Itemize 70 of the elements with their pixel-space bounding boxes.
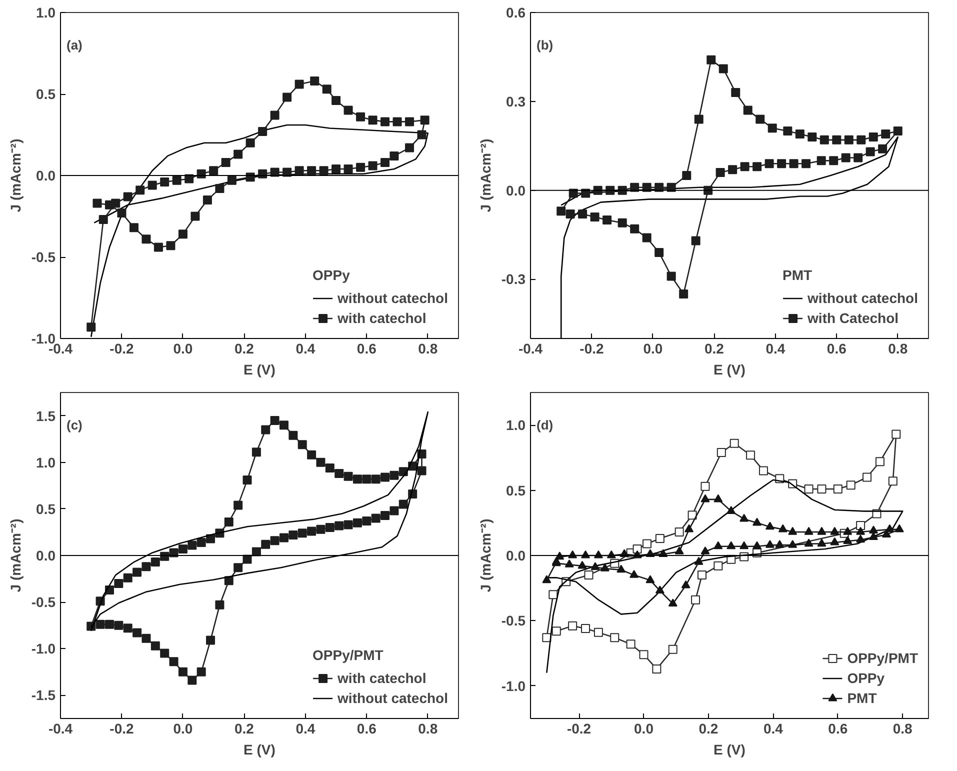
y-tick-label: 0.6 bbox=[506, 4, 526, 20]
y-tick-label: 0.3 bbox=[506, 93, 526, 110]
y-tick-label: 0.0 bbox=[36, 548, 56, 564]
x-axis-title: E (V) bbox=[244, 362, 276, 378]
y-tick-label: 0.5 bbox=[506, 482, 526, 498]
x-tick-label: 0.6 bbox=[356, 340, 377, 356]
x-tick-label: 0.4 bbox=[296, 720, 316, 736]
x-axis-title: E (V) bbox=[714, 742, 746, 758]
x-tick-label: 0.4 bbox=[296, 340, 316, 356]
x-tick-label: 0.4 bbox=[763, 720, 784, 736]
x-axis-title: E (V) bbox=[244, 742, 276, 758]
x-tick-label: 0.0 bbox=[173, 340, 193, 356]
y-axis-title: J (mAcm⁻²) bbox=[7, 138, 24, 212]
legend-label: with Catechol bbox=[808, 310, 899, 326]
x-axis-title: E (V) bbox=[714, 362, 746, 378]
x-tick-label: -0.4 bbox=[48, 720, 73, 736]
y-tick-label: -1.0 bbox=[31, 640, 56, 657]
x-tick-label: -0.4 bbox=[518, 340, 543, 356]
annotation: (c) bbox=[66, 418, 82, 432]
legend-label: PMT bbox=[847, 690, 877, 706]
y-tick-label: -0.5 bbox=[31, 594, 56, 610]
legend-label: OPPy/PMT bbox=[847, 650, 918, 666]
y-tick-label: 1.5 bbox=[36, 408, 56, 424]
y-tick-label: 0.0 bbox=[506, 182, 526, 198]
legend-label: OPPy bbox=[847, 670, 885, 686]
x-tick-label: 0.2 bbox=[698, 720, 718, 736]
x-tick-label: 0.4 bbox=[766, 340, 786, 356]
x-tick-label: 0.8 bbox=[418, 340, 438, 356]
x-tick-label: 0.6 bbox=[828, 720, 848, 736]
x-tick-label: 0.0 bbox=[634, 720, 654, 736]
y-tick-label: 1.0 bbox=[36, 4, 56, 20]
x-tick-label: 0.2 bbox=[234, 340, 254, 356]
annotation: (b) bbox=[536, 38, 554, 52]
legend-title: OPPy bbox=[312, 267, 351, 283]
y-tick-label: -0.3 bbox=[501, 271, 526, 288]
x-tick-label: 0.8 bbox=[892, 720, 913, 736]
legend-title: PMT bbox=[782, 267, 814, 283]
y-tick-label: 1.0 bbox=[36, 454, 56, 470]
y-axis-title: J (mAcm⁻²) bbox=[7, 518, 24, 592]
x-tick-label: 0.0 bbox=[643, 340, 663, 356]
legend-label: without catechol bbox=[338, 690, 448, 706]
x-tick-label: 0.6 bbox=[826, 340, 847, 356]
legend-title: OPPy/PMT bbox=[312, 647, 384, 663]
y-tick-label: 1.0 bbox=[506, 417, 526, 434]
y-tick-label: 0.5 bbox=[36, 500, 56, 517]
y-tick-label: 0.0 bbox=[506, 548, 526, 564]
x-tick-label: 0.8 bbox=[888, 340, 908, 356]
annotation: (d) bbox=[536, 418, 554, 432]
y-tick-label: -1.0 bbox=[501, 678, 526, 694]
x-tick-label: 0.2 bbox=[234, 720, 254, 736]
y-axis-title: J (mAcm⁻²) bbox=[477, 518, 494, 592]
y-tick-label: -0.5 bbox=[31, 249, 56, 265]
x-tick-label: 0.8 bbox=[418, 720, 438, 736]
legend-label: without catechol bbox=[808, 290, 918, 306]
x-tick-label: -0.2 bbox=[566, 720, 592, 736]
y-tick-label: 0.5 bbox=[36, 86, 56, 102]
y-tick-label: -1.5 bbox=[31, 687, 56, 704]
y-tick-label: -0.5 bbox=[501, 612, 526, 629]
x-tick-label: 0.2 bbox=[704, 340, 724, 356]
x-tick-label: -0.2 bbox=[110, 340, 134, 356]
legend-label: without catechol bbox=[338, 290, 448, 306]
x-tick-label: 0.0 bbox=[173, 720, 193, 736]
y-axis-title: J (mAcm⁻²) bbox=[477, 138, 494, 212]
annotation: (a) bbox=[66, 38, 82, 52]
x-tick-label: -0.2 bbox=[110, 720, 134, 736]
x-tick-label: 0.6 bbox=[356, 720, 377, 736]
legend-label: with catechol bbox=[338, 310, 426, 326]
x-tick-label: -0.2 bbox=[580, 340, 604, 356]
y-tick-label: 0.0 bbox=[36, 168, 56, 184]
legend-label: with catechol bbox=[338, 670, 426, 686]
